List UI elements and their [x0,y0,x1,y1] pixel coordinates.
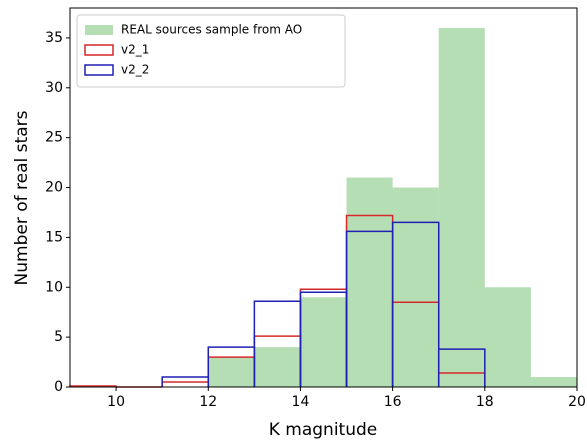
legend-swatch [84,64,114,76]
bar [530,377,577,387]
y-axis-label: Number of real stars [12,110,32,285]
y-tick-label: 15 [45,229,63,245]
x-tick-label: 16 [384,394,402,410]
step-bin [391,221,440,387]
y-tick-label: 20 [45,180,63,196]
legend-swatch [84,44,114,56]
x-tick-label: 12 [199,394,217,410]
y-tick-label: 10 [45,279,63,295]
legend-box [76,14,346,88]
y-tick-label: 5 [54,329,63,345]
bar [254,347,301,387]
y-tick-label: 25 [45,130,63,146]
x-tick-label: 18 [476,394,494,410]
x-tick-label: 10 [107,394,125,410]
bar [392,187,439,387]
bar [208,357,255,387]
legend-label: v2_1 [121,43,149,57]
y-tick-label: 0 [54,379,63,395]
y-tick-label: 35 [45,30,63,46]
y-tick-label: 30 [45,80,63,96]
step-bin [437,348,486,387]
legend: REAL sources sample from AO v2_1 v2_2 [76,14,346,88]
bar [346,177,393,387]
legend-label: v2_2 [121,63,149,77]
legend-label: REAL sources sample from AO [121,23,302,37]
plot-frame [69,7,578,388]
x-tick-label: 14 [292,394,310,410]
step-bin [161,381,210,387]
legend-swatch [85,25,113,35]
bar [484,287,531,387]
x-tick-label: 20 [568,394,586,410]
bar [438,27,485,388]
bar [300,297,347,387]
x-axis-label: K magnitude [269,420,378,440]
